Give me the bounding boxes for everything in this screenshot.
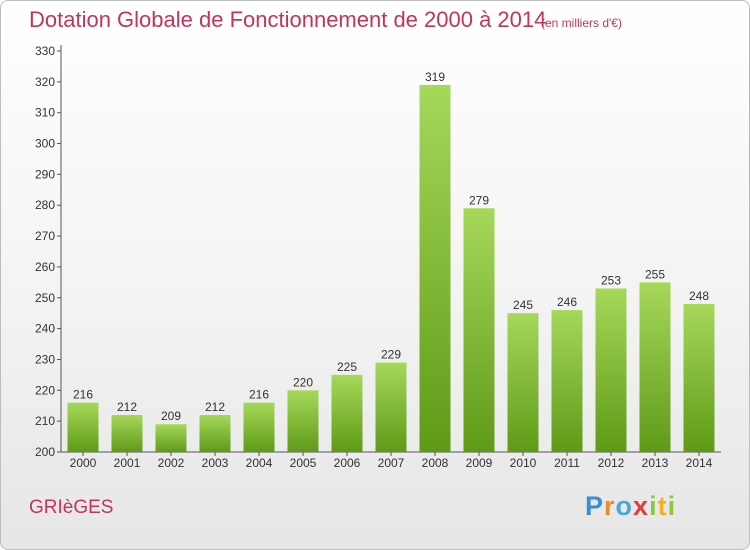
bar-value-label: 319 xyxy=(425,70,445,84)
logo-letter: i xyxy=(649,491,658,521)
bar-2004 xyxy=(243,402,275,452)
logo-letter: o xyxy=(615,491,634,521)
x-tick-label: 2002 xyxy=(158,456,185,470)
x-tick-label: 2003 xyxy=(202,456,229,470)
logo-letter: t xyxy=(657,491,668,521)
x-tick-label: 2008 xyxy=(422,456,449,470)
y-tick-label: 260 xyxy=(35,260,55,274)
bar-value-label: 253 xyxy=(601,274,621,288)
x-tick-label: 2013 xyxy=(642,456,669,470)
bar-value-label: 248 xyxy=(689,289,709,303)
chart-title: Dotation Globale de Fonctionnement de 20… xyxy=(29,7,547,32)
y-tick-label: 280 xyxy=(35,198,55,212)
y-tick-label: 210 xyxy=(35,414,55,428)
commune-name: GRIèGES xyxy=(29,497,114,518)
bar-value-label: 279 xyxy=(469,193,489,207)
y-tick-label: 200 xyxy=(35,445,55,459)
x-tick-label: 2005 xyxy=(290,456,317,470)
y-tick-label: 300 xyxy=(35,137,55,151)
x-tick-label: 2014 xyxy=(686,456,713,470)
bar-chart: 200 210 220 230 240 250 260 270 280 290 300 310 320 3… xyxy=(35,44,721,470)
logo-letter: i xyxy=(667,491,677,521)
bar-2005 xyxy=(287,390,319,452)
y-tick-label: 240 xyxy=(35,322,55,336)
x-tick-label: 2000 xyxy=(70,456,97,470)
bar-value-label: 212 xyxy=(117,400,137,414)
bar-2001 xyxy=(111,414,143,452)
bar-2014 xyxy=(683,303,715,452)
y-tick-label: 250 xyxy=(35,291,55,305)
y-tick-label: 270 xyxy=(35,229,55,243)
bar-2006 xyxy=(331,374,363,452)
bar-value-label: 216 xyxy=(249,388,269,402)
bar-value-label: 212 xyxy=(205,400,225,414)
bar-value-label: 220 xyxy=(293,375,313,389)
x-tick-label: 2001 xyxy=(114,456,141,470)
bar-value-label: 255 xyxy=(645,267,665,281)
bar-2002 xyxy=(155,424,187,452)
logo-letter: r xyxy=(604,491,616,521)
bar-2011 xyxy=(551,310,583,452)
bar-2003 xyxy=(199,414,231,452)
bar-2008 xyxy=(419,84,451,452)
bar-2013 xyxy=(639,282,671,452)
x-tick-label: 2012 xyxy=(598,456,625,470)
x-tick-label: 2009 xyxy=(466,456,493,470)
y-tick-label: 320 xyxy=(35,75,55,89)
y-tick-label: 290 xyxy=(35,167,55,181)
bar-value-label: 209 xyxy=(161,409,181,423)
bar-2009 xyxy=(463,208,495,452)
logo-letter: P xyxy=(585,491,605,521)
y-tick-label: 310 xyxy=(35,106,55,120)
y-tick-label: 230 xyxy=(35,352,55,366)
proxiti-logo[interactable]: Proxiti xyxy=(585,491,676,522)
logo-letter: x xyxy=(633,491,650,521)
y-tick-label: 330 xyxy=(35,44,55,58)
bar-value-label: 216 xyxy=(73,388,93,402)
bar-value-label: 246 xyxy=(557,295,577,309)
y-tick-label: 220 xyxy=(35,383,55,397)
x-tick-label: 2007 xyxy=(378,456,405,470)
x-tick-label: 2006 xyxy=(334,456,361,470)
bar-value-label: 225 xyxy=(337,360,357,374)
bar-2010 xyxy=(507,313,539,452)
bar-2012 xyxy=(595,288,627,452)
bar-value-label: 229 xyxy=(381,348,401,362)
x-tick-label: 2004 xyxy=(246,456,273,470)
bar-value-label: 245 xyxy=(513,298,533,312)
bar-2007 xyxy=(375,362,407,452)
bar-2000 xyxy=(67,402,99,452)
x-tick-label: 2011 xyxy=(554,456,580,470)
x-tick-label: 2010 xyxy=(510,456,537,470)
chart-subtitle: (en milliers d'€) xyxy=(541,16,622,30)
